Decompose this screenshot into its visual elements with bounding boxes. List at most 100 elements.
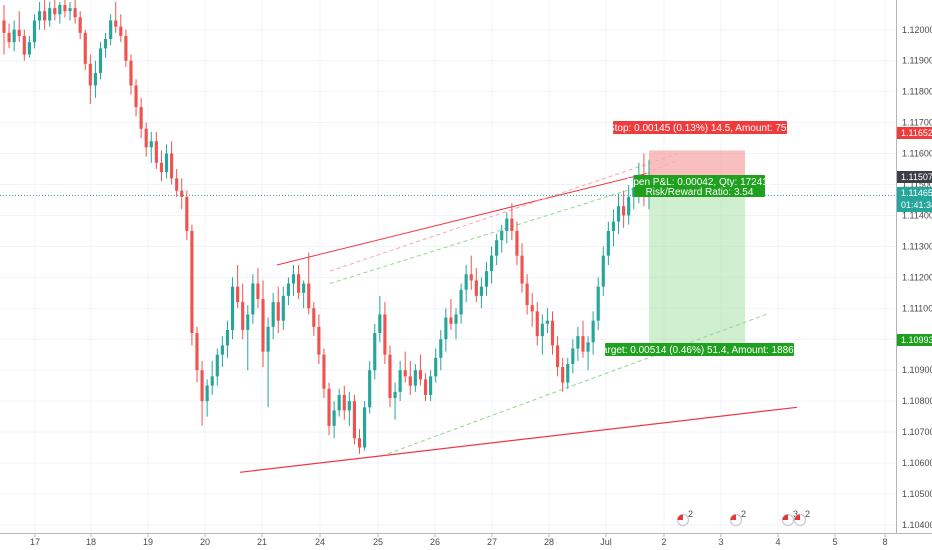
candle-body [312, 308, 316, 327]
economic-event-marker[interactable]: 2 [676, 509, 694, 527]
time-tick: 26 [430, 537, 440, 547]
candle [276, 286, 280, 334]
candle-body [27, 42, 31, 55]
time-tick: 28 [544, 537, 554, 547]
candle [225, 320, 230, 358]
pnl-label[interactable]: Open P&L: 0.00042, Qty: 172413 Risk/Rewa… [626, 175, 774, 198]
candle [180, 178, 184, 210]
candle [266, 317, 270, 408]
candle [495, 234, 499, 265]
event-impact-icon [782, 514, 788, 520]
price-tick: 1.11900 [902, 56, 932, 66]
time-tick: 24 [315, 537, 325, 547]
candle [124, 29, 128, 67]
candle [632, 175, 636, 210]
event-count: 3 [793, 509, 798, 519]
candle-body [256, 283, 260, 299]
candle [220, 336, 224, 368]
candle-body [342, 394, 346, 411]
candle [73, 0, 77, 24]
trendlines[interactable] [239, 153, 798, 473]
candlestick-series [2, 0, 651, 454]
candle-body [307, 283, 311, 309]
candle-body [93, 73, 97, 86]
candle [489, 246, 494, 284]
resistance-extension[interactable] [645, 159, 679, 175]
candle [459, 283, 463, 324]
candle-body [170, 153, 174, 179]
target-label-text: Target: 0.00514 (0.46%) 51.4, Amount: 18… [597, 345, 803, 356]
candle [271, 292, 275, 340]
stop-label[interactable]: Stop: 0.00145 (0.13%) 14.5, Amount: 750 [608, 121, 792, 134]
resistance-trendline[interactable] [276, 173, 647, 266]
candle-body [479, 286, 483, 296]
candle [393, 382, 397, 420]
candle [444, 308, 448, 352]
candle-body [556, 345, 560, 368]
candle [581, 320, 585, 358]
price-tick: 1.11100 [902, 303, 932, 313]
candle-body [58, 5, 62, 15]
economic-event-marker[interactable]: 2 [793, 509, 811, 527]
price-tick: 1.11500 [902, 179, 932, 189]
candle [429, 370, 433, 402]
price-tick: 1.11700 [902, 118, 932, 128]
candle [58, 1, 62, 24]
candle [535, 302, 539, 346]
candle [7, 23, 11, 49]
candle-body [144, 128, 148, 148]
candle [357, 428, 362, 454]
candle-body [83, 32, 87, 64]
time-axis[interactable]: 17 18 19 20 21 24 25 26 27 28 Jul 2 3 4 5 8 [30, 533, 888, 547]
candle-body [154, 141, 158, 163]
candle-body [68, 8, 72, 12]
candle [616, 193, 621, 235]
price-tick: 1.10700 [902, 427, 932, 437]
support-trendline[interactable] [239, 406, 798, 473]
candle [586, 336, 590, 371]
candle-body [286, 283, 290, 296]
candle [530, 292, 534, 327]
target-label[interactable]: Target: 0.00514 (0.46%) 51.4, Amount: 18… [597, 343, 803, 356]
candle-body [48, 8, 52, 21]
target-zone[interactable] [649, 195, 745, 355]
candle-body [632, 187, 636, 197]
candle-body [291, 274, 296, 284]
event-count: 2 [805, 509, 810, 519]
price-tick: 1.10900 [902, 365, 932, 375]
economic-event-marker[interactable]: 2 [729, 509, 747, 527]
candle-body [261, 298, 265, 352]
event-impact-icon [794, 514, 800, 520]
candle-body [164, 153, 169, 173]
upper-channel-line[interactable] [329, 153, 679, 272]
candle [195, 326, 199, 383]
time-tick: 27 [487, 537, 497, 547]
candle [388, 345, 392, 408]
candle-body [530, 305, 534, 312]
candle [48, 1, 52, 27]
time-tick: 5 [832, 537, 837, 547]
candle [296, 264, 301, 299]
candle-body [586, 342, 590, 352]
candle [520, 243, 524, 293]
candle-body [566, 363, 570, 383]
candle [281, 286, 285, 330]
candle-body [180, 190, 184, 197]
candle-body [413, 370, 417, 386]
candle [561, 357, 565, 392]
event-count: 2 [741, 509, 746, 519]
candle-body [515, 230, 519, 256]
candle [408, 360, 412, 395]
candle [261, 280, 265, 368]
candle [104, 32, 108, 58]
price-tick: 1.10500 [902, 489, 932, 499]
mid-channel-line[interactable] [329, 184, 647, 284]
candle [352, 394, 357, 445]
economic-event-marker[interactable]: 3 [781, 509, 799, 527]
candle-body [520, 255, 524, 284]
candle [93, 60, 97, 98]
candle-body [119, 26, 123, 36]
price-axis[interactable]: 1.12000 1.11900 1.11800 1.11700 1.11600 1.115… [902, 25, 932, 530]
